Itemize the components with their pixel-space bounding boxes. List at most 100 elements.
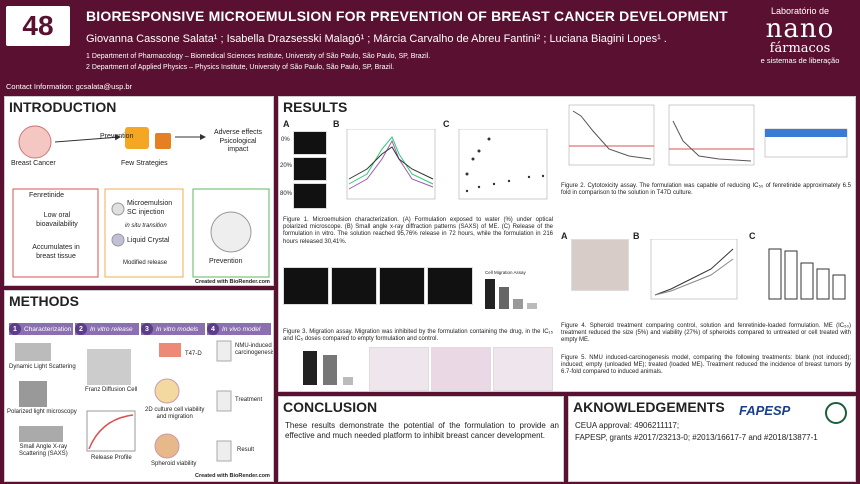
intro-title: INTRODUCTION <box>9 99 117 115</box>
fig1-micrograph-20 <box>293 157 327 181</box>
conclusion-text: These results demonstrate the potential … <box>285 421 559 440</box>
contact-info: Contact Information: gcsalata@usp.br <box>6 82 133 91</box>
intro-prevention: Prevention <box>100 133 134 140</box>
fig5-bar-chart <box>303 351 353 385</box>
intro-modified-release: Modified release <box>123 260 168 266</box>
methods-treatment: Treatment <box>235 397 263 403</box>
mouse-icon <box>216 340 232 362</box>
fig4-growth-plot <box>650 239 738 300</box>
fig4-viability-chart <box>768 248 846 300</box>
methods-title: METHODS <box>9 293 79 309</box>
fig3-img-4 <box>427 267 473 305</box>
fig1-caption: Figure 1. Microemulsion characterization… <box>283 217 553 245</box>
method-step-2: 2 In vitro release <box>75 323 139 335</box>
microscope-icon <box>19 381 47 407</box>
method-step-4: 4 In vivo model <box>207 323 271 335</box>
fig5-histology-3 <box>493 347 553 391</box>
poster-header: 48 BIORESPONSIVE MICROEMULSION FOR PREVE… <box>0 0 860 82</box>
method-step-1: 1 Characterization <box>9 323 73 335</box>
saxs-icon <box>19 426 63 442</box>
acknowledgements-panel: AKNOWLEDGEMENTS CEUA approval: 490621111… <box>568 396 856 482</box>
conclusion-title: CONCLUSION <box>283 399 378 415</box>
intro-credit: Created with BioRender.com <box>195 279 270 285</box>
fig3-img-1 <box>283 267 329 305</box>
fig4-panel-a: A <box>561 231 568 241</box>
methods-result: Result <box>237 447 255 453</box>
logo-line-2: nano <box>765 14 835 44</box>
fig5-histology-2 <box>431 347 491 391</box>
affiliation-2: 2 Department of Applied Physics – Physic… <box>86 64 395 71</box>
fig2-caption: Figure 2. Cytotoxicity assay. The formul… <box>561 183 851 197</box>
fig5-histology-1 <box>369 347 429 391</box>
prevention-icon <box>210 211 252 253</box>
release-profile-curve <box>88 414 134 450</box>
fig5-caption: Figure 5. NMU induced-carcinogenesis mod… <box>561 355 851 376</box>
ack-ceua: CEUA approval: 4906211117; <box>575 421 680 430</box>
fig2-plots <box>568 104 848 166</box>
fig3-img-3 <box>379 267 425 305</box>
ack-title: AKNOWLEDGEMENTS <box>573 399 725 415</box>
methods-nmu: NMU-induced carcinogenesis <box>235 343 274 356</box>
fig1-pct-0: 0% <box>281 137 290 143</box>
pills-icon <box>125 127 149 149</box>
fig3-chart-title: Cell Migration Assay <box>485 270 526 275</box>
fig3-caption: Figure 3. Migration assay. Migration was… <box>283 329 553 343</box>
methods-saxs: Small Angle X-ray Scattering (SAXS) <box>19 444 68 457</box>
intro-diagram <box>12 125 270 278</box>
pill-bottle-icon <box>155 133 171 149</box>
intro-in-situ: in situ transition <box>125 223 167 229</box>
fig3-img-2 <box>331 267 377 305</box>
fig1-panel-c: C <box>443 119 450 129</box>
fig1-saxs-plot <box>346 129 436 200</box>
poster-title: BIORESPONSIVE MICROEMULSION FOR PREVENTI… <box>86 8 728 24</box>
ack-fapesp: FAPESP, grants #2017/23213-0; #2013/1661… <box>575 433 818 442</box>
breast-cancer-icon <box>18 125 52 159</box>
authors: Giovanna Cassone Salata¹ ; Isabella Draz… <box>86 33 667 45</box>
intro-low-oral: Low oral bioavailability <box>36 212 78 228</box>
poster-number: 48 <box>6 6 70 46</box>
fig1-pct-80: 80% <box>280 191 293 197</box>
logo-line-4: e sistemas de liberação <box>760 56 840 65</box>
conclusion-panel: CONCLUSION These results demonstrate the… <box>278 396 564 482</box>
logo-line-3: fármacos <box>769 41 831 56</box>
fapesp-logo: FAPESP <box>739 403 791 418</box>
methods-franz: Franz Diffusion Cell <box>85 387 138 393</box>
logo-line-1: Laboratório de <box>770 6 830 16</box>
usp-logo <box>825 402 847 424</box>
franz-cell-icon <box>87 349 131 385</box>
methods-credit: Created with BioRender.com <box>195 473 270 479</box>
methods-plm: Polarized light microscopy <box>7 409 77 415</box>
fig1-micrograph-80 <box>293 183 327 209</box>
method-step-3: 3 In vitro models <box>141 323 205 335</box>
intro-adverse: Adverse effects Psicological impact <box>213 129 263 153</box>
intro-liquid-crystal: Liquid Crystal <box>127 237 170 244</box>
fig1-micrograph-0 <box>293 131 327 155</box>
fig4-panel-c: C <box>749 231 756 241</box>
fig4-caption: Figure 4. Spheroid treatment comparing c… <box>561 323 851 344</box>
intro-prevention-2: Prevention <box>209 258 243 265</box>
fig1-pct-20: 20% <box>280 163 293 169</box>
intro-breast-cancer: Breast Cancer <box>11 160 56 167</box>
methods-spheroid: Spheroid viability <box>151 461 197 467</box>
lab-logo: Laboratório de nano fármacos e sistemas … <box>744 6 856 80</box>
affiliation-1: 1 Department of Pharmacology – Biomedica… <box>86 53 431 60</box>
cells-icon <box>154 378 180 404</box>
fig1-panel-a: A <box>283 119 290 129</box>
methods-dls: Dynamic Light Scattering <box>9 364 76 370</box>
results-title: RESULTS <box>283 99 348 115</box>
flask-icon <box>159 343 181 357</box>
methods-t47d: T47-D <box>185 351 202 357</box>
methods-2d-culture: 2D culture cell viability and migration <box>145 407 205 420</box>
results-panel: RESULTS A 0% 20% 80% B C Figure 1. Micro… <box>278 96 856 392</box>
dls-icon <box>15 343 51 361</box>
introduction-panel: INTRODUCTION Prevention Adverse effects … <box>4 96 274 286</box>
intro-me-sc: Microemulsion SC injection <box>127 200 173 216</box>
fig3-bar-chart <box>485 279 537 309</box>
methods-release-profile: Release Profile <box>91 455 132 461</box>
intro-fenretinide: Fenretinide <box>29 192 65 199</box>
fig4-spheroid-images <box>571 239 629 291</box>
intro-few-strategies: Few Strategies <box>121 160 168 167</box>
spheroid-icon <box>154 433 180 459</box>
fig1-release-plot <box>458 129 548 200</box>
fig1-panel-b: B <box>333 119 340 129</box>
